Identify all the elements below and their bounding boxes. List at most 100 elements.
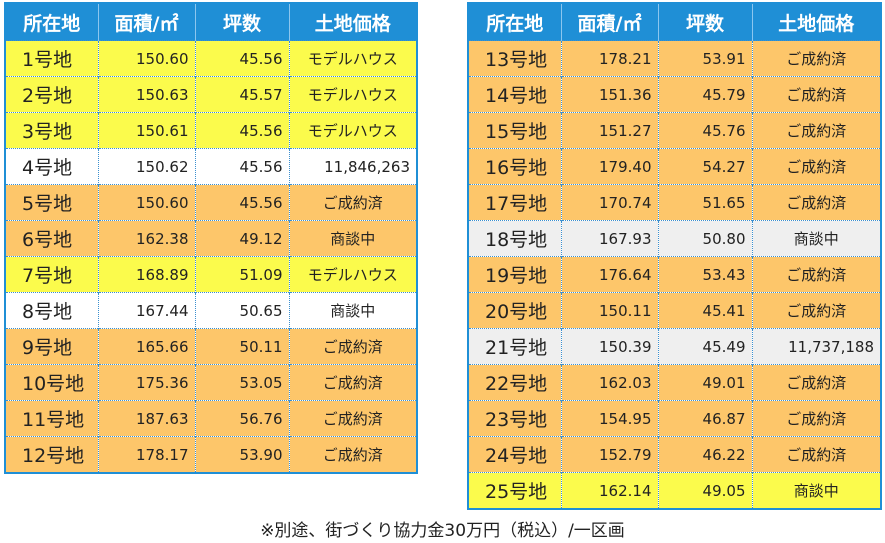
lot-cell: 8号地 bbox=[5, 292, 98, 329]
table-row: 4号地 150.62 45.56 11,846,263 bbox=[5, 148, 417, 185]
table-row: 23号地 154.95 46.87 ご成約済 bbox=[468, 400, 881, 437]
header-row: 所在地 面積/㎡ 坪数 土地価格 bbox=[468, 3, 881, 41]
table-row: 22号地 162.03 49.01 ご成約済 bbox=[468, 364, 881, 401]
tsubo-cell: 49.12 bbox=[194, 220, 289, 257]
table-row: 15号地 151.27 45.76 ご成約済 bbox=[468, 112, 881, 149]
price-cell: ご成約済 bbox=[751, 436, 881, 473]
lot-cell: 2号地 bbox=[5, 76, 98, 113]
area-cell: 152.79 bbox=[560, 436, 658, 473]
area-cell: 167.93 bbox=[560, 220, 658, 257]
price-cell: ご成約済 bbox=[751, 256, 881, 293]
tsubo-cell: 51.09 bbox=[194, 256, 289, 293]
area-cell: 176.64 bbox=[560, 256, 658, 293]
table-row: 18号地 167.93 50.80 商談中 bbox=[468, 220, 881, 257]
lot-cell: 4号地 bbox=[5, 148, 98, 185]
header-location: 所在地 bbox=[468, 3, 561, 41]
table-row: 1号地 150.60 45.56 モデルハウス bbox=[5, 40, 417, 77]
price-cell: ご成約済 bbox=[751, 40, 881, 77]
table-row: 12号地 178.17 53.90 ご成約済 bbox=[5, 436, 417, 473]
tsubo-cell: 53.90 bbox=[194, 436, 289, 473]
tsubo-cell: 46.22 bbox=[657, 436, 752, 473]
lot-cell: 23号地 bbox=[468, 400, 561, 437]
area-cell: 150.39 bbox=[560, 328, 658, 365]
price-cell: ご成約済 bbox=[751, 76, 881, 113]
price-cell: 11,846,263 bbox=[288, 148, 417, 185]
area-cell: 175.36 bbox=[97, 364, 195, 401]
header-price: 土地価格 bbox=[751, 3, 881, 41]
price-cell: ご成約済 bbox=[751, 148, 881, 185]
lot-table-right: 所在地 面積/㎡ 坪数 土地価格 13号地 178.21 53.91 ご成約済 14号地… bbox=[467, 2, 882, 510]
header-tsubo: 坪数 bbox=[194, 3, 289, 41]
tsubo-cell: 45.41 bbox=[657, 292, 752, 329]
tsubo-cell: 45.79 bbox=[657, 76, 752, 113]
lot-cell: 13号地 bbox=[468, 40, 561, 77]
lot-cell: 7号地 bbox=[5, 256, 98, 293]
table-row: 25号地 162.14 49.05 商談中 bbox=[468, 472, 881, 509]
price-cell: 商談中 bbox=[288, 292, 417, 329]
tsubo-cell: 45.57 bbox=[194, 76, 289, 113]
price-cell: ご成約済 bbox=[288, 400, 417, 437]
header-area: 面積/㎡ bbox=[97, 3, 195, 41]
area-cell: 187.63 bbox=[97, 400, 195, 437]
tsubo-cell: 45.56 bbox=[194, 40, 289, 77]
tsubo-cell: 45.56 bbox=[194, 112, 289, 149]
table-row: 5号地 150.60 45.56 ご成約済 bbox=[5, 184, 417, 221]
table-row: 14号地 151.36 45.79 ご成約済 bbox=[468, 76, 881, 113]
lot-cell: 6号地 bbox=[5, 220, 98, 257]
area-cell: 162.38 bbox=[97, 220, 195, 257]
price-cell: ご成約済 bbox=[288, 436, 417, 473]
lot-cell: 24号地 bbox=[468, 436, 561, 473]
table-row: 11号地 187.63 56.76 ご成約済 bbox=[5, 400, 417, 437]
header-tsubo: 坪数 bbox=[657, 3, 752, 41]
tsubo-cell: 54.27 bbox=[657, 148, 752, 185]
lot-cell: 25号地 bbox=[468, 472, 561, 509]
tsubo-cell: 53.43 bbox=[657, 256, 752, 293]
footnote: ※別途、街づくり協力金30万円（税込）/一区画 bbox=[260, 521, 625, 541]
tsubo-cell: 45.49 bbox=[657, 328, 752, 365]
tsubo-cell: 45.56 bbox=[194, 184, 289, 221]
price-cell: ご成約済 bbox=[751, 364, 881, 401]
tsubo-cell: 49.05 bbox=[657, 472, 752, 509]
area-cell: 151.36 bbox=[560, 76, 658, 113]
table-row: 24号地 152.79 46.22 ご成約済 bbox=[468, 436, 881, 473]
lot-cell: 16号地 bbox=[468, 148, 561, 185]
table-row: 3号地 150.61 45.56 モデルハウス bbox=[5, 112, 417, 149]
price-cell: 11,737,188 bbox=[751, 328, 881, 365]
area-cell: 170.74 bbox=[560, 184, 658, 221]
area-cell: 167.44 bbox=[97, 292, 195, 329]
lot-cell: 22号地 bbox=[468, 364, 561, 401]
table-row: 19号地 176.64 53.43 ご成約済 bbox=[468, 256, 881, 293]
table-row: 20号地 150.11 45.41 ご成約済 bbox=[468, 292, 881, 329]
lot-cell: 19号地 bbox=[468, 256, 561, 293]
table-row: 16号地 179.40 54.27 ご成約済 bbox=[468, 148, 881, 185]
lot-cell: 1号地 bbox=[5, 40, 98, 77]
area-cell: 168.89 bbox=[97, 256, 195, 293]
tsubo-cell: 50.65 bbox=[194, 292, 289, 329]
lot-rows-right: 13号地 178.21 53.91 ご成約済 14号地 151.36 45.79 ご成約済 15… bbox=[468, 40, 881, 509]
price-cell: 商談中 bbox=[288, 220, 417, 257]
price-cell: モデルハウス bbox=[288, 76, 417, 113]
lot-cell: 21号地 bbox=[468, 328, 561, 365]
lot-cell: 3号地 bbox=[5, 112, 98, 149]
price-cell: ご成約済 bbox=[751, 400, 881, 437]
area-cell: 150.60 bbox=[97, 184, 195, 221]
tsubo-cell: 53.91 bbox=[657, 40, 752, 77]
table-row: 10号地 175.36 53.05 ご成約済 bbox=[5, 364, 417, 401]
table-row: 21号地 150.39 45.49 11,737,188 bbox=[468, 328, 881, 365]
tsubo-cell: 50.11 bbox=[194, 328, 289, 365]
lot-cell: 17号地 bbox=[468, 184, 561, 221]
area-cell: 150.60 bbox=[97, 40, 195, 77]
price-cell: ご成約済 bbox=[751, 184, 881, 221]
header-area: 面積/㎡ bbox=[560, 3, 658, 41]
lot-table-left: 所在地 面積/㎡ 坪数 土地価格 1号地 150.60 45.56 モデルハウス 2号地… bbox=[4, 2, 418, 474]
area-cell: 178.21 bbox=[560, 40, 658, 77]
lot-cell: 15号地 bbox=[468, 112, 561, 149]
price-cell: モデルハウス bbox=[288, 112, 417, 149]
table-row: 8号地 167.44 50.65 商談中 bbox=[5, 292, 417, 329]
tsubo-cell: 46.87 bbox=[657, 400, 752, 437]
table-row: 2号地 150.63 45.57 モデルハウス bbox=[5, 76, 417, 113]
area-cell: 151.27 bbox=[560, 112, 658, 149]
tsubo-cell: 45.76 bbox=[657, 112, 752, 149]
header-row: 所在地 面積/㎡ 坪数 土地価格 bbox=[5, 3, 417, 41]
table-row: 6号地 162.38 49.12 商談中 bbox=[5, 220, 417, 257]
